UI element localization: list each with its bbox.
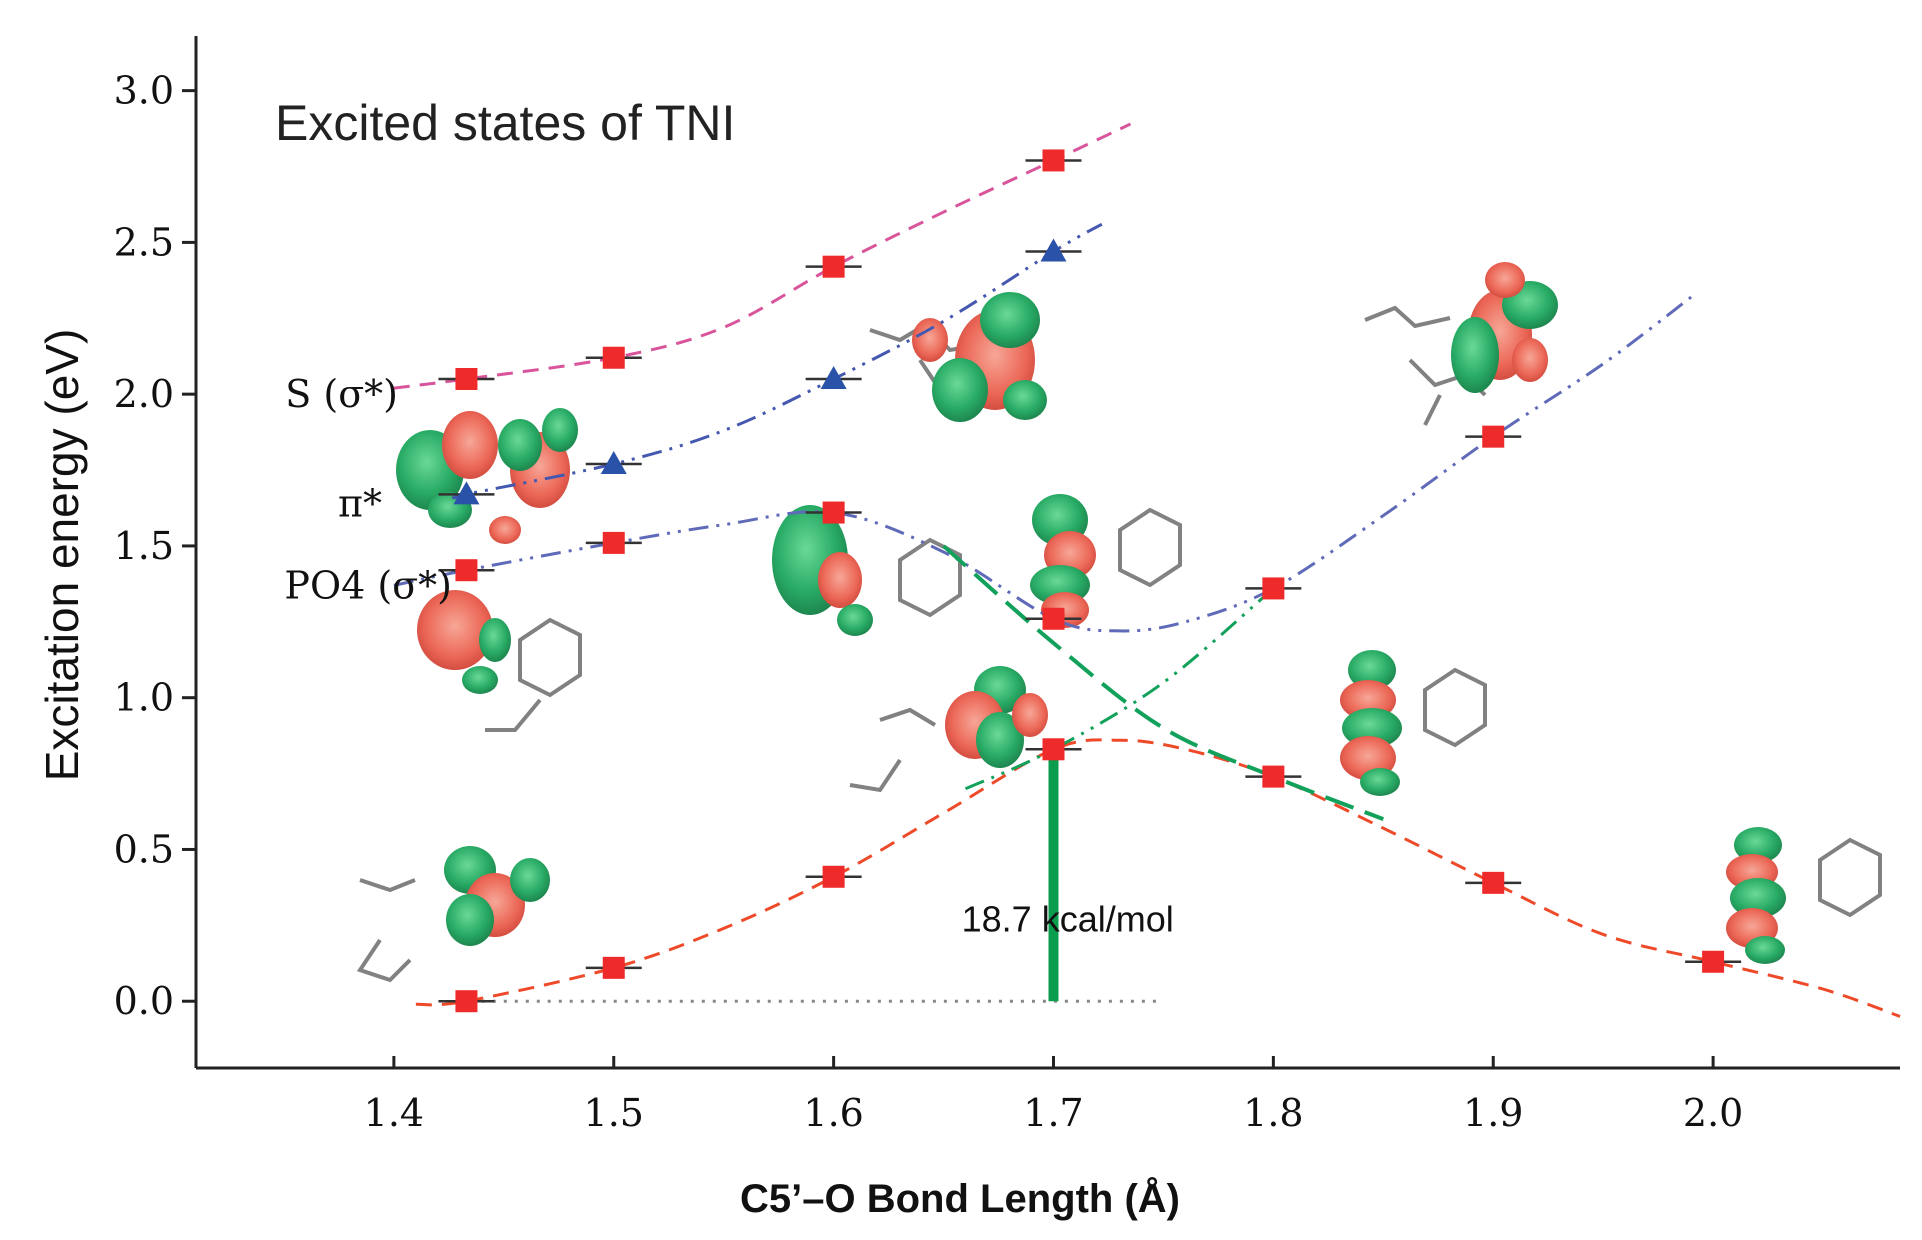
state-label-pi-star: π* [338,481,382,525]
data-point-square [1262,765,1285,788]
data-point-square [455,559,478,582]
data-point-square [1482,871,1505,894]
series-line-1 [451,222,1103,500]
state-label-s-sigma: S (σ*) [285,372,398,416]
series-line-5 [964,587,1275,791]
data-point-square [455,367,478,390]
barrier-annotation: 18.7 kcal/mol [962,898,1174,939]
y-tick-label: 3.0 [114,69,174,113]
data-point-square [1262,577,1285,600]
orbital-picture-2.0 [1726,827,1882,964]
data-point-triangle [1040,238,1067,262]
y-tick-label: 1.0 [114,676,174,720]
x-tick-label: 1.6 [803,1091,863,1135]
state-labels: S (σ*) π* PO4 (σ*) [284,372,452,607]
y-tick-label: 2.0 [114,372,174,416]
state-label-po4-sigma: PO4 (σ*) [284,563,452,607]
curves [393,122,1901,1018]
y-tick-label: 2.5 [114,220,174,264]
orbital-picture-1.8 [1340,650,1487,796]
data-point-square [455,990,478,1013]
data-point-square [1702,950,1725,973]
orbital-picture-pi-star-1.43 [396,408,578,544]
data-point-triangle [600,450,627,474]
y-axis-title: Excitation energy (eV) [36,329,88,782]
orbital-picture-pi-star-1.6 [869,292,1047,422]
x-tick-label: 1.8 [1243,1091,1303,1135]
y-tick-label: 0.5 [114,827,174,871]
x-tick-label: 1.7 [1023,1091,1083,1135]
data-point-square [1042,149,1065,172]
ticks: 1.4 1.5 1.6 1.7 1.8 1.9 2.0 0.0 0.5 1.0 1.5 2.0 2.5 3… [114,69,1744,1135]
series-line-0 [393,122,1132,390]
orbital-picture-po4-1.6 [772,505,962,636]
data-point-triangle [453,481,480,505]
y-tick-label: 1.5 [114,524,174,568]
x-tick-label: 2.0 [1683,1091,1743,1135]
data-point-square [1042,738,1065,761]
series-line-3 [415,738,1901,1018]
x-tick-label: 1.5 [584,1091,644,1135]
y-tick-label: 0.0 [114,979,174,1023]
data-point-square [1042,607,1065,630]
data-point-square [822,865,845,888]
orbital-picture-1.7-upper [1030,494,1182,628]
data-point-square [602,531,625,554]
series-line-4 [942,544,1385,821]
x-tick-label: 1.4 [364,1091,424,1135]
orbital-picture-s-sigma [1364,262,1558,426]
data-point-square [1482,425,1505,448]
chart-title: Excited states of TNI [275,95,735,151]
x-axis-title: C5’–O Bond Length (Å) [740,1176,1180,1221]
data-point-square [822,255,845,278]
x-tick-label: 1.9 [1463,1091,1523,1135]
axes [194,36,1900,1070]
markers [438,149,1742,1013]
data-point-square [602,346,625,369]
orbital-picture-1.7-lower [849,666,1048,793]
orbital-picture-1.43-ground [356,846,550,983]
orbital-illustrations [356,262,1882,983]
data-point-square [822,501,845,524]
data-point-square [602,956,625,979]
data-point-triangle [820,365,847,389]
orbital-picture-po4-1.43 [417,590,582,732]
